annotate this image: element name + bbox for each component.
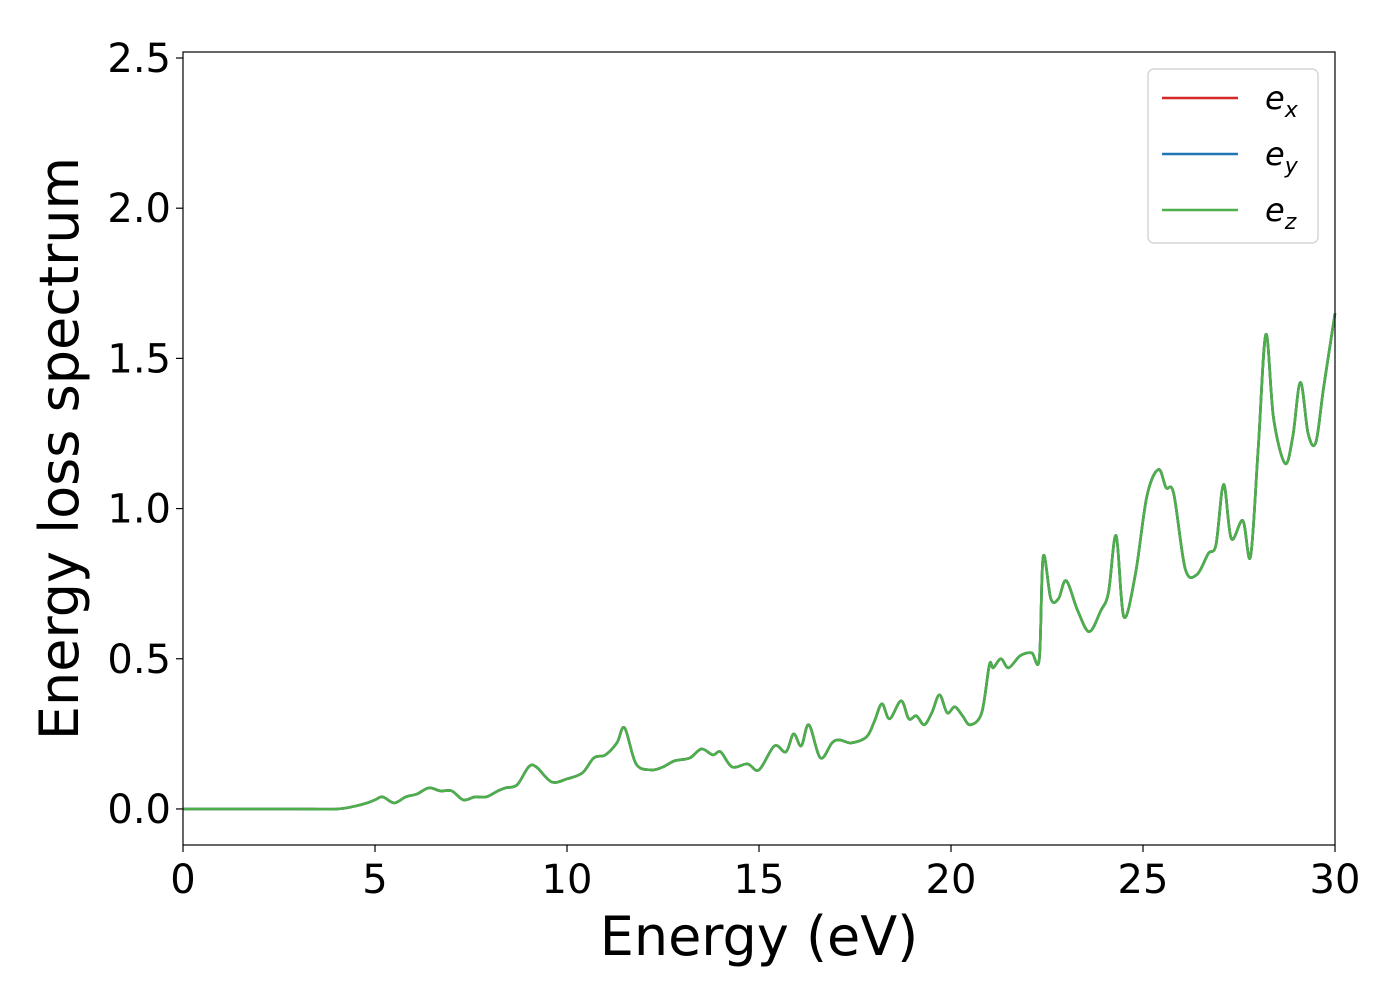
legend-label-e_y: ey [1265,135,1299,179]
legend-label-base: e [1265,135,1285,173]
legend-label-e_x: ex [1265,79,1299,123]
x-tick-label: 20 [926,857,977,903]
y-tick-label: 1.5 [107,336,171,382]
plot-area-frame [182,51,1336,846]
x-tick-label: 25 [1118,857,1169,903]
x-tick-label: 10 [542,857,593,903]
x-tick-label: 15 [734,857,785,903]
y-tick-label: 0.0 [107,787,171,833]
legend-label-e_z: ez [1265,191,1297,235]
series-line-e_z [183,313,1337,811]
series-line-e_y [183,313,1337,811]
legend-label-subscript: x [1284,98,1299,123]
x-tick-label: 0 [170,857,195,903]
y-axis-title: Energy loss spectrum [28,157,91,740]
x-axis-title: Energy (eV) [600,905,919,968]
y-tick-label: 2.0 [107,186,171,232]
y-tick-label: 1.0 [107,487,171,533]
y-tick-label: 0.5 [107,637,171,683]
x-tick-label: 30 [1310,857,1361,903]
y-axis-ticks: 0.0 0.5 1.0 1.5 2.0 2.5 [107,36,183,833]
legend-label-subscript: z [1284,210,1297,235]
series-layer [183,313,1337,811]
legend-label-base: e [1265,79,1285,117]
x-axis-ticks: 0 5 10 15 20 25 30 [170,845,1360,903]
y-tick-label: 2.5 [107,36,171,82]
series-line-e_x [183,313,1337,811]
x-tick-label: 5 [362,857,387,903]
legend-label-base: e [1265,191,1285,229]
legend-box [1147,68,1319,244]
legend-label-subscript: y [1284,154,1299,179]
